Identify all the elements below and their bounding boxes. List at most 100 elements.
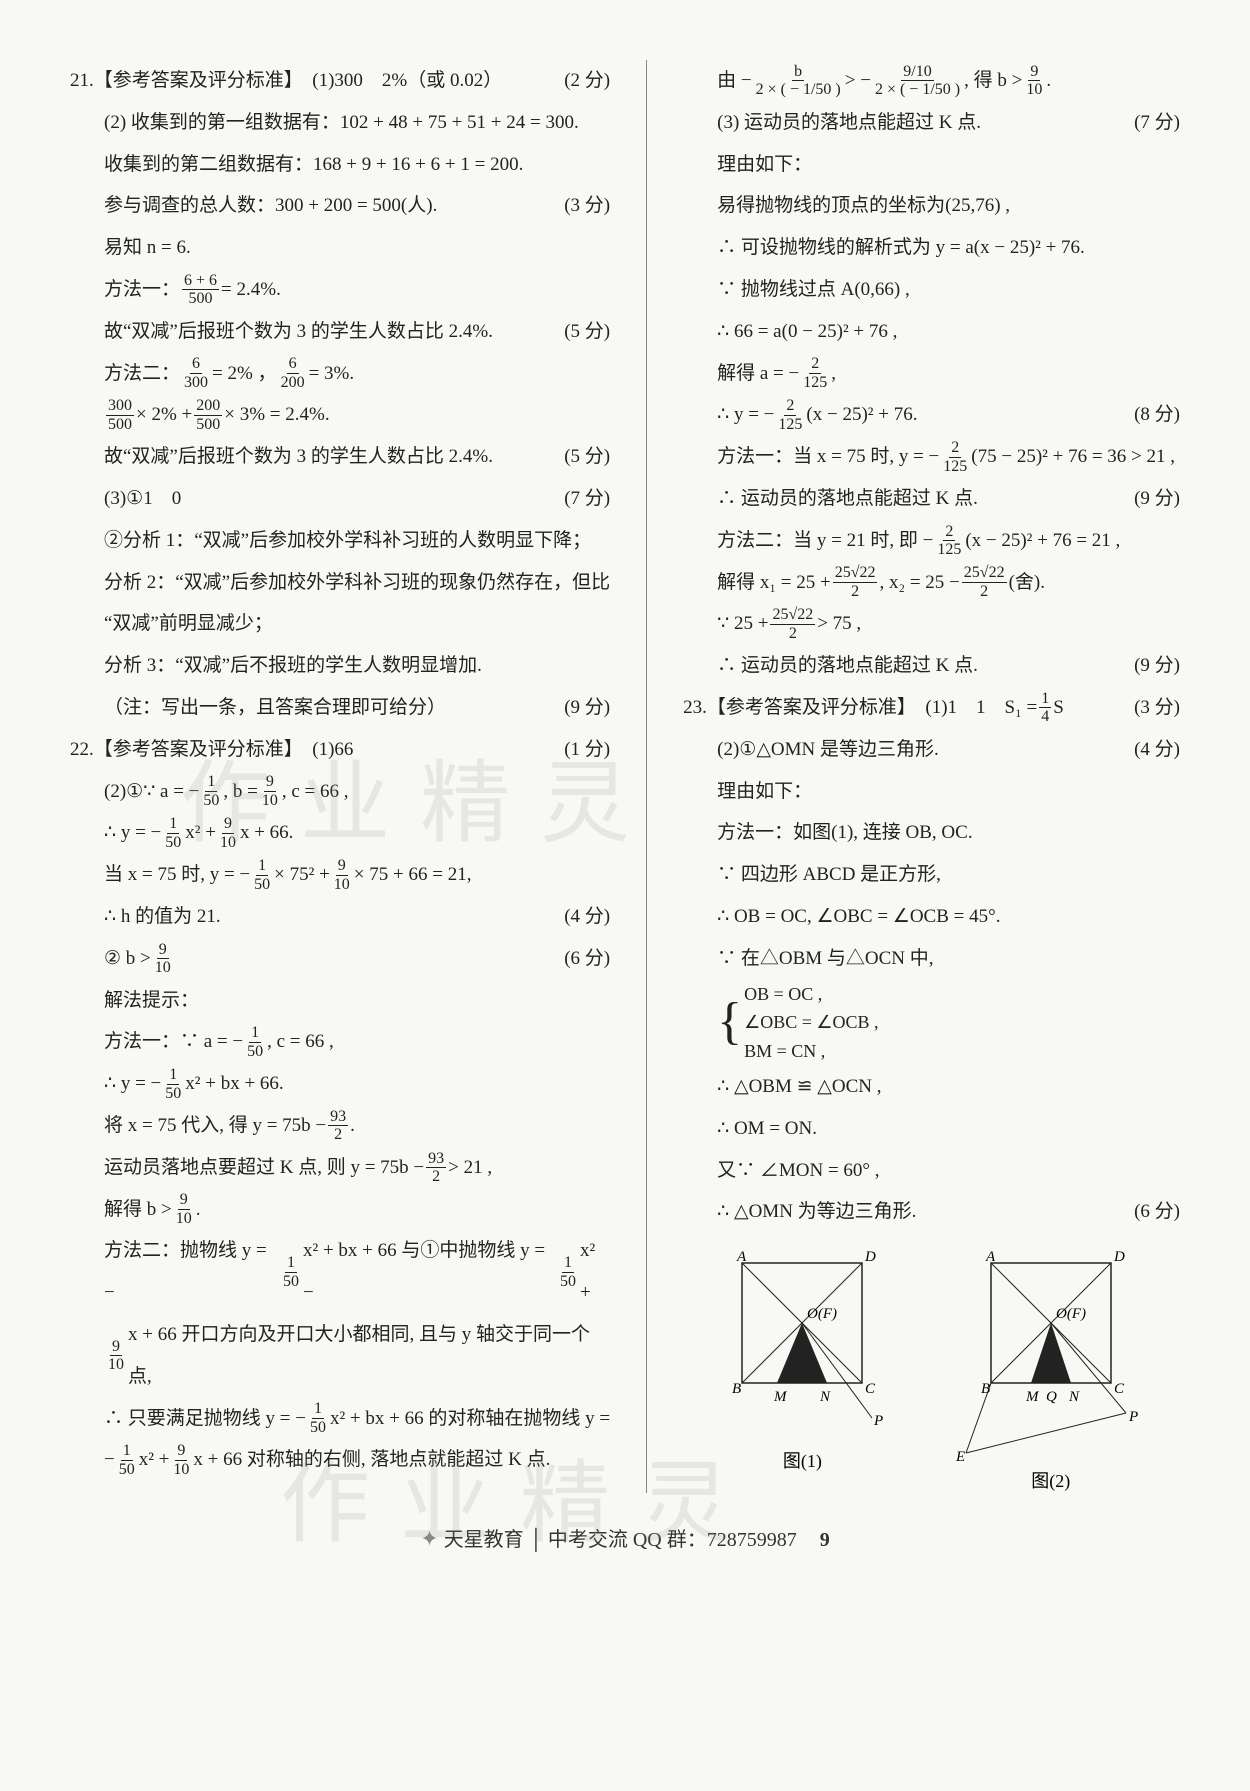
fraction: 150: [558, 1254, 578, 1290]
figure-1: A D B C O(F) M N P 图(1): [702, 1243, 902, 1493]
den: 500: [106, 416, 134, 434]
brace-line: ∠OBC = ∠OCB ,: [744, 1008, 878, 1037]
num: 9: [1028, 63, 1040, 82]
score: (4 分): [1116, 729, 1180, 771]
svg-text:B: B: [732, 1381, 741, 1397]
q23-r3: 方法一：如图(1), 连接 OB, OC.: [683, 812, 1180, 854]
den: 2: [849, 583, 861, 601]
fraction: 150: [163, 1066, 183, 1102]
text: (x − 25)² + 76.: [806, 394, 917, 436]
q22-head: 22.【参考答案及评分标准】 (1)66 (1 分): [70, 729, 610, 771]
svg-text:C: C: [1114, 1381, 1125, 1397]
num: 25√22: [833, 564, 878, 583]
fraction: 150: [281, 1254, 301, 1290]
r-l6: ∵ 抛物线过点 A(0,66) ,: [683, 269, 1180, 311]
text: (75 − 25)² + 76 = 36 > 21 ,: [971, 436, 1175, 478]
text: ,: [831, 353, 836, 395]
score: (5 分): [546, 311, 610, 353]
den: 10: [1024, 81, 1044, 99]
r-l5: ∴ 可设抛物线的解析式为 y = a(x − 25)² + 76.: [683, 227, 1180, 269]
text: 方法二：: [104, 353, 180, 395]
q23-r1: (2)①△OMN 是等边三角形. (4 分): [683, 729, 1180, 771]
num: 9: [264, 773, 276, 792]
q22-l11: 解得 b > 910 .: [70, 1189, 610, 1231]
text: 方法一：∵ a = −: [104, 1021, 243, 1063]
fraction: 910: [106, 1338, 126, 1374]
den: 2 × ( − 1/50 ): [754, 81, 843, 99]
text: （注：写出一条，且答案合理即可给分）: [104, 687, 446, 729]
text: ∴ △OMN 为等边三角形.: [717, 1191, 916, 1233]
r-c1: 由 − b2 × ( − 1/50 ) > − 9/102 × ( − 1/50…: [683, 60, 1180, 102]
fraction: 6300: [182, 355, 210, 391]
den: 10: [332, 876, 352, 894]
num: 1: [562, 1254, 574, 1273]
text: .: [196, 1189, 201, 1231]
text: , c = 66 ,: [267, 1021, 334, 1063]
text: = 2% ，: [212, 353, 277, 395]
score: (1 分): [546, 729, 610, 771]
fraction: 9/102 × ( − 1/50 ): [873, 63, 962, 99]
footer-qq: 中考交流 QQ 群：728759987: [548, 1529, 797, 1551]
text: 方法二：当 y = 21 时, 即 −: [717, 520, 933, 562]
text: S: [1053, 687, 1064, 729]
right-column: 由 − b2 × ( − 1/50 ) > − 9/102 × ( − 1/50…: [683, 60, 1180, 1493]
text: (x − 25)² + 76 = 21 ,: [965, 520, 1120, 562]
q22-l8: ∴ y = − 150 x² + bx + 66.: [70, 1063, 610, 1105]
fraction: 910: [1024, 63, 1044, 99]
text: x² +: [139, 1439, 170, 1481]
fraction: 300500: [106, 397, 134, 433]
num: 2: [949, 439, 961, 458]
text: × 75 + 66 = 21,: [354, 854, 472, 896]
num: 6: [287, 355, 299, 374]
den: 2: [430, 1168, 442, 1186]
den: 300: [182, 374, 210, 392]
page-number: 9: [820, 1529, 830, 1551]
text: 解得 a = −: [717, 353, 799, 395]
score: (6 分): [1116, 1191, 1180, 1233]
fraction: 910: [153, 941, 173, 977]
brace-line: OB = OC ,: [744, 980, 878, 1009]
num: 25√22: [962, 564, 1007, 583]
r-l8: 解得 a = − 2125 ,: [683, 353, 1180, 395]
den: 125: [941, 458, 969, 476]
r-l3: 理由如下：: [683, 144, 1180, 186]
num: 1: [1039, 690, 1051, 709]
den: 50: [201, 792, 221, 810]
text: > −: [845, 60, 871, 102]
r-l15: ∴ 运动员的落地点能超过 K 点. (9 分): [683, 645, 1180, 687]
den: 10: [174, 1210, 194, 1228]
fraction: 6 + 6500: [182, 272, 219, 308]
q21-l2: 收集到的第二组数据有：168 + 9 + 16 + 6 + 1 = 200.: [70, 144, 610, 186]
text: (2)①∵ a = −: [104, 771, 199, 813]
q22-l3: 当 x = 75 时, y = − 150 × 75² + 910 × 75 +…: [70, 854, 610, 896]
text: ∵ 25 +: [717, 603, 768, 645]
num: 1: [285, 1254, 297, 1273]
q21-l8: 300500 × 2% + 200500 × 3% = 2.4%.: [70, 394, 610, 436]
text: 解得 x₁ = 25 +: [717, 562, 831, 604]
r-l4: 易得抛物线的顶点的坐标为(25,76) ,: [683, 185, 1180, 227]
text: 方法二：抛物线 y = −: [104, 1230, 279, 1314]
text: x² +: [185, 812, 216, 854]
q23-r4: ∵ 四边形 ABCD 是正方形,: [683, 854, 1180, 896]
den: 500: [187, 290, 215, 308]
fraction: 910: [171, 1442, 191, 1478]
fraction: 200500: [194, 397, 222, 433]
svg-text:O(F): O(F): [807, 1306, 837, 1322]
text: x + 66 开口方向及开口大小都相同, 且与 y 轴交于同一个点,: [128, 1314, 610, 1398]
geometry-figure-2-svg: A D B C O(F) M Q N P E: [941, 1243, 1161, 1463]
fraction: 910: [260, 773, 280, 809]
den: 2: [787, 625, 799, 643]
fraction: 150: [163, 815, 183, 851]
num: 1: [167, 1066, 179, 1085]
text: x² + bx + 66.: [185, 1063, 283, 1105]
svg-text:A: A: [985, 1249, 996, 1265]
text: = 2.4%.: [221, 269, 281, 311]
num: 9: [175, 1442, 187, 1461]
footer-sep: │: [529, 1529, 543, 1551]
den: 10: [218, 834, 238, 852]
text: = 3%.: [309, 353, 355, 395]
text: × 75² +: [274, 854, 330, 896]
text: × 3% = 2.4%.: [224, 394, 329, 436]
score: (5 分): [546, 436, 610, 478]
num: 2: [784, 397, 796, 416]
